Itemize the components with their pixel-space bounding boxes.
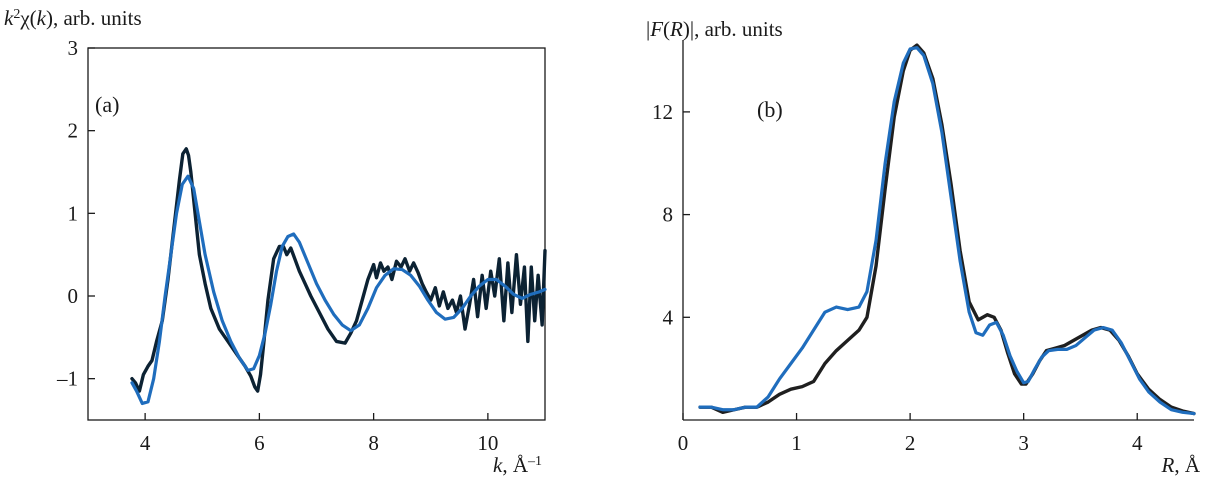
panel-a-panel-label: (a) xyxy=(95,92,119,117)
panel-b-fit-curve-1 xyxy=(698,46,1196,416)
panel-a-chart: 4 6 8 10 –1 0 1 2 3 k2χ(k), arb. units k, Å–1 (a) xyxy=(4,6,547,477)
panel-b-y-tick-label: 8 xyxy=(663,203,674,227)
panel-b-x-tick-label: 1 xyxy=(791,431,802,455)
panel-b-y-tick-label: 4 xyxy=(663,305,674,329)
panel-a-x-tick-label: 6 xyxy=(254,431,265,455)
panel-b-x-tick-label: 2 xyxy=(905,431,916,455)
panel-b-x-axis-title: R, Å xyxy=(1161,453,1201,477)
panel-b-panel-label: (b) xyxy=(757,97,783,122)
panel-a-x-tick-label: 8 xyxy=(368,431,379,455)
panel-a-plot-frame xyxy=(87,47,546,421)
panel-a-y-tick-label: 3 xyxy=(68,36,79,60)
panel-b-y-tick-label: 12 xyxy=(652,100,673,124)
panel-b-x-tick-label: 3 xyxy=(1018,431,1029,455)
panel-b-x-tick-label: 0 xyxy=(678,431,689,455)
panel-a-y-tick-label: 0 xyxy=(68,284,79,308)
panel-a-fit-curve-1 xyxy=(130,174,547,406)
panel-a-y-axis-title: k2χ(k), arb. units xyxy=(4,6,142,30)
panel-b-y-axis-title: |F(R)|, arb. units xyxy=(646,17,783,41)
panel-a-y-tick-label: 2 xyxy=(68,119,79,143)
panel-b-x-tick-label: 4 xyxy=(1132,431,1143,455)
panel-a-y-tick-label: 1 xyxy=(68,201,79,225)
panel-a-x-tick-label: 10 xyxy=(477,431,498,455)
panel-a-y-tick-label: –1 xyxy=(56,367,78,391)
panel-a-x-tick-label: 4 xyxy=(140,431,151,455)
panel-a-experimental-curve-0 xyxy=(130,147,547,393)
panel-a-x-axis-title: k, Å–1 xyxy=(493,453,542,477)
